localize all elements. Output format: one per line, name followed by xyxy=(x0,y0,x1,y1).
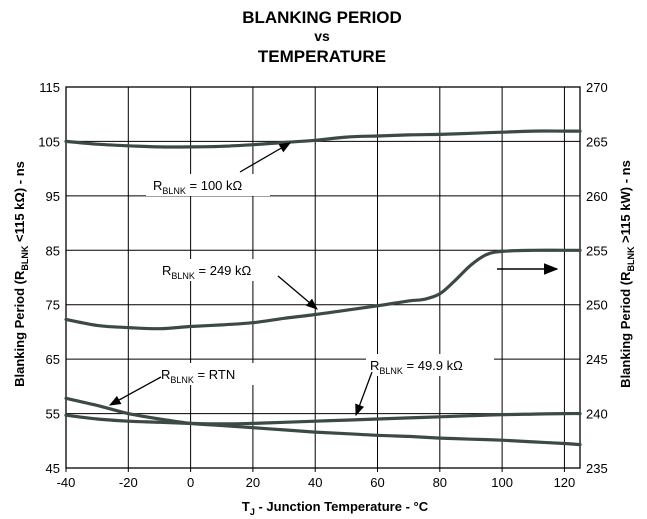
annotation-49k-pre: R xyxy=(370,358,379,373)
series-line-249k xyxy=(64,248,582,331)
svg-text:RBLNK = RTN: RBLNK = RTN xyxy=(161,367,235,385)
y-axis-label-left-post: <115 kΩ) - ns xyxy=(12,161,27,246)
chart-title-line-1: BLANKING PERIOD xyxy=(242,8,402,27)
annotation-49k-post: = 49.9 kΩ xyxy=(403,358,463,373)
annotation-rtn: RBLNK = RTN xyxy=(155,363,255,385)
y-left-tick-label: 45 xyxy=(46,461,60,476)
annotation-100k: RBLNK = 100 kΩ xyxy=(146,174,270,196)
plot-frame xyxy=(65,86,581,469)
chart-title-line-2: vs xyxy=(314,28,330,44)
series-line-49k xyxy=(64,411,582,426)
y-left-tick-label: 65 xyxy=(46,352,60,367)
annotation-49k-sub: BLNK xyxy=(379,366,403,376)
y-left-tick-label: 85 xyxy=(46,243,60,258)
x-tick-label: 60 xyxy=(370,475,384,490)
x-axis-label-sub: J xyxy=(250,507,255,517)
chart-title-line-3: TEMPERATURE xyxy=(258,47,386,66)
y-right-tick-label: 270 xyxy=(586,80,608,95)
annotation-100k-post: = 100 kΩ xyxy=(186,178,243,193)
y-axis-label-left-pre: Blanking Period (R xyxy=(12,270,27,387)
pointer-arrow-249k xyxy=(277,275,318,310)
series-line-rtn xyxy=(64,396,582,447)
y-right-tick-label: 265 xyxy=(586,134,608,149)
grid xyxy=(65,86,581,469)
y-axis-label-left-sub: BLNK xyxy=(20,245,30,270)
annotation-rtn-pre: R xyxy=(161,367,170,382)
annotation-rtn-sub: BLNK xyxy=(170,375,194,385)
y-left-tick-label: 95 xyxy=(46,189,60,204)
y-right-tick-label: 255 xyxy=(586,243,608,258)
svg-text:RBLNK = 249 kΩ: RBLNK = 249 kΩ xyxy=(162,263,252,281)
svg-text:RBLNK = 49.9 kΩ: RBLNK = 49.9 kΩ xyxy=(370,358,463,376)
annotation-249k-post: = 249 kΩ xyxy=(195,263,252,278)
y-axis-label-right-sub: BLNK xyxy=(626,246,636,271)
y-right-tick-label: 250 xyxy=(586,298,608,313)
y-axis-label-right: Blanking Period (RBLNK >115 kW) - ns xyxy=(618,160,636,388)
x-tick-label: 20 xyxy=(246,475,260,490)
x-axis-label: TJ - Junction Temperature - °C xyxy=(242,499,429,517)
y-axis-label-right-post: >115 kW) - ns xyxy=(618,160,633,246)
y-axis-label-left: Blanking Period (RBLNK <115 kΩ) - ns xyxy=(12,161,30,387)
y-right-tick-label: 245 xyxy=(586,352,608,367)
x-axis-label-rest: - Junction Temperature - °C xyxy=(255,499,429,514)
y-left-tick-label: 105 xyxy=(38,134,60,149)
x-tick-label: -40 xyxy=(57,475,76,490)
pointer-arrow-49k xyxy=(355,371,373,417)
y-axis-label-right-pre: Blanking Period (R xyxy=(618,271,633,388)
annotation-100k-pre: R xyxy=(153,178,162,193)
x-tick-label: 100 xyxy=(491,475,513,490)
x-tick-label: 0 xyxy=(187,475,194,490)
y-left-tick-label: 115 xyxy=(39,80,60,95)
tick-labels: -40 -20 0 20 40 60 80 100 120 45 55 65 75 85 95 105 115 2… xyxy=(38,80,607,490)
annotation-249k-pre: R xyxy=(162,263,171,278)
pointer-arrow-100k xyxy=(239,142,292,173)
annotation-49k: RBLNK = 49.9 kΩ xyxy=(366,354,494,376)
x-axis-label-main: T xyxy=(242,499,250,514)
y-left-tick-label: 55 xyxy=(46,407,60,422)
annotation-rtn-post: = RTN xyxy=(194,367,235,382)
series-group xyxy=(64,129,582,447)
x-tick-label: 120 xyxy=(554,475,576,490)
x-tick-label: -20 xyxy=(119,475,138,490)
y-right-tick-label: 235 xyxy=(586,461,608,476)
svg-text:RBLNK = 100 kΩ: RBLNK = 100 kΩ xyxy=(153,178,243,196)
annotation-249k-sub: BLNK xyxy=(171,271,195,281)
pointer-arrow-rtn xyxy=(108,376,162,406)
y-right-tick-label: 260 xyxy=(586,189,608,204)
y-left-tick-label: 75 xyxy=(46,298,60,313)
x-tick-label: 40 xyxy=(308,475,322,490)
x-tick-label: 80 xyxy=(433,475,447,490)
y-right-tick-label: 240 xyxy=(586,407,608,422)
annotation-100k-sub: BLNK xyxy=(162,186,186,196)
series-line-100k xyxy=(64,129,582,149)
annotation-249k: RBLNK = 249 kΩ xyxy=(158,259,278,281)
